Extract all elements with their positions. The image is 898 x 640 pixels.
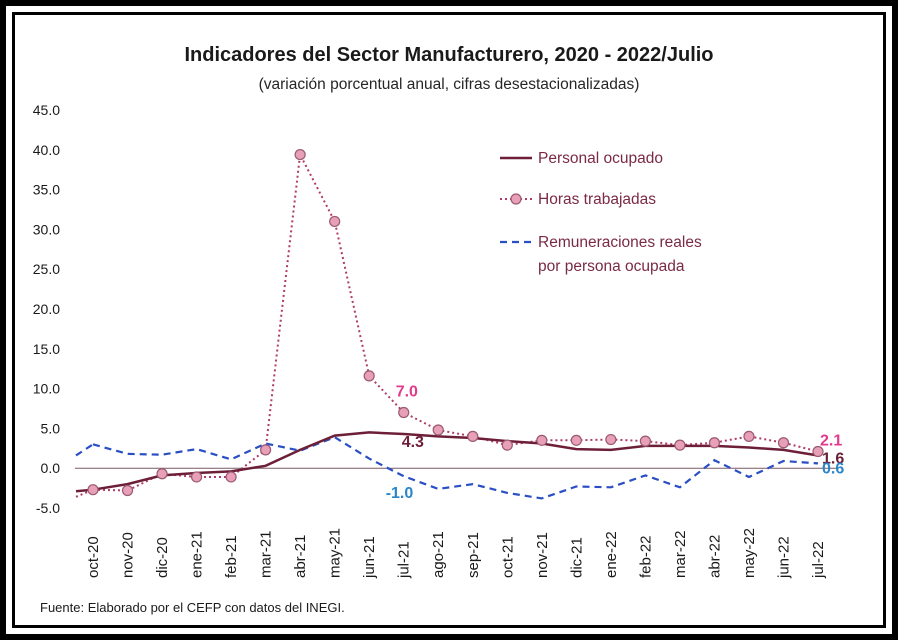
data-label: 2.1	[820, 432, 842, 449]
horas-trabajadas-point	[743, 430, 755, 442]
x-tick-label: jun-22	[775, 536, 792, 579]
y-tick-label: 25.0	[33, 261, 60, 277]
x-tick-label: jun-21	[361, 536, 378, 579]
x-tick-label: nov-21	[534, 532, 551, 578]
data-label: 4.3	[402, 434, 424, 451]
x-tick-label: ago-21	[430, 531, 447, 578]
data-label: 7.0	[396, 383, 418, 400]
x-tick-label: mar-22	[672, 530, 689, 578]
x-tick-label: dic-20	[154, 537, 171, 578]
data-label: -1.0	[386, 485, 414, 502]
legend-marker-horas	[510, 193, 522, 205]
horas-trabajadas-point	[363, 370, 375, 382]
horas-trabajadas-point	[777, 437, 790, 449]
x-tick-label: abr-22	[706, 535, 723, 578]
x-tick-label: feb-22	[637, 535, 654, 578]
y-tick-label: 10.0	[33, 381, 60, 397]
y-tick-label: 30.0	[33, 221, 60, 237]
legend-label-remuneraciones-1: Remuneraciones reales	[538, 234, 702, 251]
horas-trabajadas-point	[260, 444, 272, 456]
x-tick-label: jul-21	[396, 541, 413, 579]
y-tick-label: 20.0	[33, 301, 60, 317]
legend-label-personal: Personal ocupado	[538, 150, 663, 167]
data-labels: 7.0 4.3 -1.0 2.11.60.6	[386, 383, 845, 502]
legend-label-remuneraciones-2: por persona ocupada	[538, 258, 685, 275]
x-tick-label: nov-20	[120, 532, 137, 578]
y-axis: 45.0 40.0 35.0 30.0 25.0 20.0 15.0 10.0 5.0 0.0 -5…	[33, 102, 838, 516]
horas-trabajadas-point	[294, 148, 306, 161]
horas-trabajadas-point	[501, 439, 513, 451]
x-tick-label: abr-21	[292, 535, 309, 578]
horas-trabajadas-point	[674, 439, 686, 451]
remuneraciones-line-stub	[75, 443, 94, 457]
chart-subtitle: (variación porcentual anual, cifras dese…	[258, 76, 640, 93]
y-tick-label: -5.0	[36, 500, 60, 516]
personal-ocupado-line	[92, 431, 819, 491]
y-tick-label: 5.0	[41, 420, 61, 436]
x-tick-label: ene-21	[189, 531, 206, 578]
chart-inner-frame	[12, 12, 886, 628]
data-label: 0.6	[822, 460, 844, 477]
horas-trabajadas-point	[639, 435, 651, 447]
horas-trabajadas-point	[432, 424, 444, 436]
remuneraciones-line	[92, 435, 819, 500]
x-axis: oct-20 nov-20 dic-20 ene-21 feb-21 mar-21 abr-…	[85, 528, 827, 579]
data-label: 1.6	[822, 450, 844, 467]
x-tick-label: jul-22	[810, 541, 827, 579]
horas-trabajadas-point	[156, 468, 168, 480]
legend-label-horas: Horas trabajadas	[538, 191, 656, 208]
horas-trabajadas-point	[190, 471, 203, 483]
horas-trabajadas-point	[87, 484, 99, 496]
horas-trabajadas-point	[467, 430, 479, 442]
horas-trabajadas-point	[570, 434, 582, 446]
legend: Personal ocupado Horas trabajadas Remunera…	[500, 150, 702, 275]
x-tick-label: oct-21	[499, 536, 516, 578]
y-tick-label: 45.0	[33, 102, 60, 118]
series-layer	[75, 148, 824, 500]
x-tick-label: feb-21	[223, 535, 240, 578]
horas-trabajadas-point	[225, 471, 237, 483]
x-tick-label: may-22	[741, 528, 758, 578]
x-tick-label: may-21	[327, 528, 344, 578]
y-tick-label: 15.0	[33, 341, 60, 357]
source-note: Fuente: Elaborado por el CEFP con datos …	[40, 600, 345, 615]
horas-trabajadas-point	[708, 437, 721, 449]
horas-trabajadas-point	[398, 406, 410, 419]
horas-trabajadas-point	[536, 434, 548, 446]
x-tick-label: dic-21	[568, 537, 585, 578]
y-tick-label: 40.0	[33, 142, 60, 158]
x-tick-label: sep-21	[465, 532, 482, 578]
chart-title: Indicadores del Sector Manufacturero, 20…	[184, 44, 714, 66]
horas-trabajadas-point	[121, 484, 134, 497]
x-tick-label: mar-21	[258, 530, 275, 578]
horas-trabajadas-point	[605, 433, 617, 446]
horas-trabajadas-point	[812, 445, 824, 458]
x-tick-label: ene-22	[603, 531, 620, 578]
x-tick-label: oct-20	[85, 536, 102, 578]
horas-trabajadas-line	[92, 151, 819, 492]
horas-trabajadas-point	[329, 215, 341, 228]
y-tick-label: 35.0	[33, 182, 60, 198]
y-tick-label: 0.0	[41, 460, 61, 476]
